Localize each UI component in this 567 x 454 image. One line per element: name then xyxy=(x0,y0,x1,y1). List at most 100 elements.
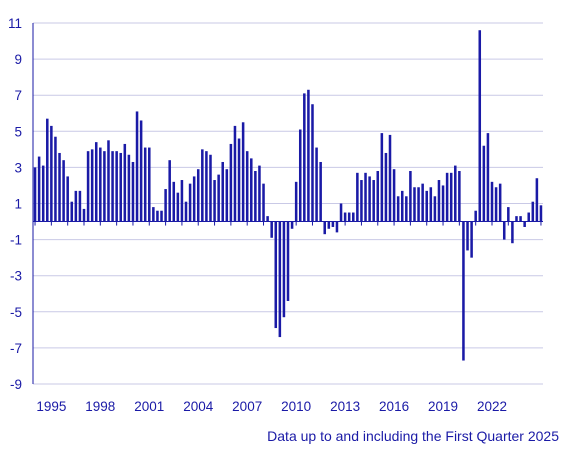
bar xyxy=(405,196,408,222)
bar xyxy=(486,133,490,222)
bar xyxy=(441,185,445,222)
bar xyxy=(347,212,351,222)
y-tick-label: 9 xyxy=(14,52,22,67)
bar xyxy=(168,160,171,222)
bar xyxy=(241,122,245,222)
bar xyxy=(58,152,61,222)
bar xyxy=(376,171,380,222)
y-tick-label: -5 xyxy=(10,305,22,320)
bar xyxy=(254,171,257,222)
x-tick-labels: 1995 1998 2001 2004 2007 2010 2013 2016 2019 2022 xyxy=(36,399,507,414)
bar xyxy=(323,221,326,235)
data-footnote: Data up to and including the First Quart… xyxy=(267,428,559,444)
x-tick-label: 1995 xyxy=(36,399,66,414)
bar xyxy=(99,147,102,222)
bar xyxy=(184,201,188,222)
bar xyxy=(46,118,49,222)
bar xyxy=(502,221,506,240)
bar xyxy=(417,187,420,222)
bar xyxy=(531,201,535,222)
bar xyxy=(303,93,306,222)
bar xyxy=(66,176,69,222)
x-tick-label: 2022 xyxy=(477,399,507,414)
bar xyxy=(160,210,163,222)
bar xyxy=(474,210,477,222)
bar xyxy=(360,180,363,222)
bar xyxy=(458,171,461,222)
bar xyxy=(311,104,314,222)
bar xyxy=(225,169,229,222)
bar xyxy=(339,203,343,222)
bar xyxy=(258,165,261,222)
bar xyxy=(421,183,424,222)
bar xyxy=(282,221,286,318)
bar xyxy=(319,161,322,222)
bar xyxy=(131,161,135,222)
bar xyxy=(425,190,428,222)
bar xyxy=(143,147,147,222)
y-tick-label: -1 xyxy=(10,233,22,248)
bar xyxy=(266,216,269,222)
bar xyxy=(392,169,396,222)
y-tick-label: 5 xyxy=(14,124,22,139)
bar xyxy=(527,212,530,222)
y-tick-label: 11 xyxy=(8,16,22,31)
bar xyxy=(221,161,224,222)
bar xyxy=(482,145,486,222)
bar xyxy=(245,151,249,222)
bar xyxy=(86,151,90,222)
bar xyxy=(135,111,139,222)
bar xyxy=(343,212,347,222)
bar xyxy=(201,149,204,222)
bar xyxy=(478,30,482,222)
bar xyxy=(539,205,543,222)
y-tick-label: 7 xyxy=(14,88,22,103)
x-tick-label: 2004 xyxy=(183,399,214,414)
bar xyxy=(368,176,371,222)
bar xyxy=(217,174,220,222)
bar xyxy=(413,187,416,222)
bar xyxy=(107,140,110,222)
bar xyxy=(388,134,392,222)
x-tick-label: 2016 xyxy=(379,399,409,414)
gridlines xyxy=(33,22,543,385)
bar xyxy=(278,221,282,338)
bar xyxy=(41,165,45,222)
x-tick-label: 2013 xyxy=(330,399,360,414)
bar xyxy=(123,143,127,222)
bar xyxy=(33,167,37,222)
bar xyxy=(103,151,106,222)
bar xyxy=(535,178,539,222)
x-tick-label: 2019 xyxy=(428,399,458,414)
bar xyxy=(233,125,237,222)
bar xyxy=(54,136,57,222)
bar xyxy=(466,221,469,251)
bar xyxy=(470,221,473,258)
x-tick-label: 2010 xyxy=(281,399,311,414)
y-tick-labels: 11 9 7 5 3 1 -1 -3 -5 -7 -9 xyxy=(8,16,22,392)
bar xyxy=(37,156,41,222)
bar xyxy=(148,147,151,222)
bar xyxy=(82,208,86,222)
bar xyxy=(445,172,449,222)
x-tick-label: 2007 xyxy=(232,399,262,414)
bar xyxy=(250,158,253,222)
bar xyxy=(164,189,167,222)
bar xyxy=(507,207,510,222)
bar xyxy=(498,183,502,222)
bar xyxy=(262,183,265,222)
bar xyxy=(290,221,294,229)
bar xyxy=(433,196,437,222)
bar xyxy=(454,165,457,222)
bars xyxy=(33,30,543,361)
bar xyxy=(127,154,131,222)
bar xyxy=(274,221,278,329)
bar xyxy=(111,151,114,222)
bar xyxy=(237,138,241,222)
bar xyxy=(429,187,433,222)
bar xyxy=(511,221,514,244)
x-tick-label: 2001 xyxy=(134,399,164,414)
bar xyxy=(152,207,155,222)
bar xyxy=(180,180,184,222)
bar xyxy=(270,221,273,238)
